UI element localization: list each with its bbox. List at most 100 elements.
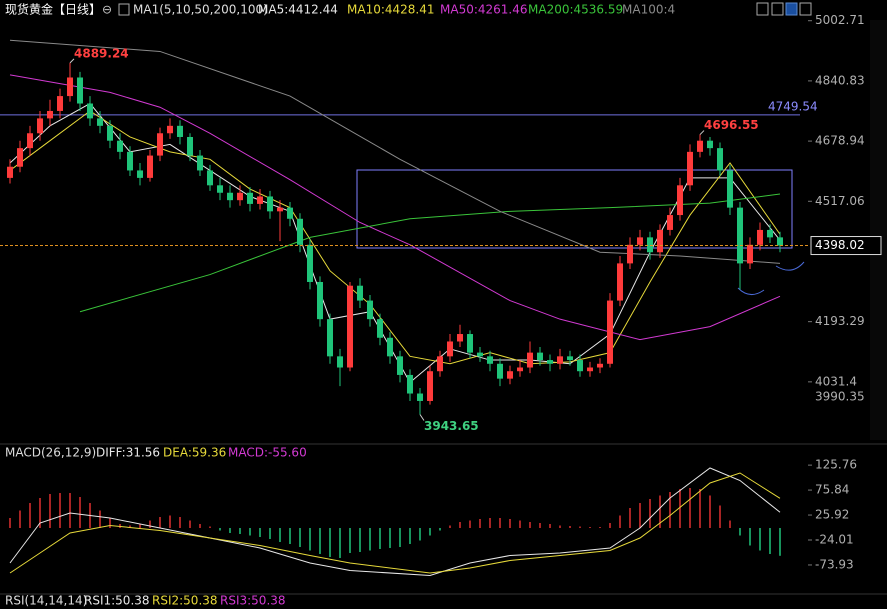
arc-marker (737, 287, 765, 295)
candle-body (667, 215, 673, 230)
y-tick-label: 25.92 (815, 508, 849, 522)
candle-body (377, 319, 383, 338)
rsi-value: RSI2:50.38 (152, 594, 218, 608)
candle-body (587, 367, 593, 372)
candle-body (187, 136, 193, 156)
toggle-icon[interactable]: ⊖ (102, 3, 112, 17)
extreme-label: 4696.55 (704, 118, 759, 132)
ma-value: MA50:4261.46 (440, 3, 528, 17)
candle-body (617, 263, 623, 301)
y-tick-label: 125.76 (815, 458, 857, 472)
indicator-line (9, 110, 781, 365)
candle-body (197, 155, 203, 171)
indicator-line (9, 39, 781, 264)
candle-body (547, 360, 553, 364)
candle-body (347, 285, 353, 368)
candle-body (477, 352, 483, 357)
candle-body (707, 140, 713, 149)
candle-body (287, 207, 293, 219)
y-tick-label: -73.93 (815, 557, 854, 571)
candle-body (157, 133, 163, 156)
candle-body (577, 360, 583, 372)
chart-title: 现货黄金【日线】 (5, 2, 101, 17)
candle-body (597, 363, 603, 368)
last-price-box (810, 236, 882, 256)
indicator-icon[interactable] (118, 3, 130, 16)
candle-body (177, 125, 183, 137)
candle-body (47, 110, 53, 119)
indicator-line (79, 193, 781, 313)
rsi-title: RSI(14,14,14) (5, 594, 87, 608)
candle-body (497, 363, 503, 379)
tool-button[interactable] (785, 2, 798, 16)
macd-title: MACD(26,12,9) (5, 446, 96, 460)
candle-body (567, 356, 573, 361)
extreme-marker (69, 58, 75, 64)
tool-button[interactable] (771, 2, 784, 16)
tool-button[interactable] (799, 2, 812, 16)
candle-body (757, 229, 763, 245)
candle-body (397, 356, 403, 375)
extreme-label: 4889.24 (74, 46, 129, 60)
candle-body (117, 140, 123, 152)
candle-body (147, 155, 153, 178)
candle-body (677, 185, 683, 216)
candle-body (207, 170, 213, 186)
candle-body (337, 356, 343, 368)
macd-value: DIFF:31.56 (96, 446, 160, 460)
candle-body (217, 185, 223, 193)
candle-body (97, 118, 103, 126)
candle-body (367, 300, 373, 320)
candle-body (307, 244, 313, 282)
extreme-label: 3943.65 (424, 419, 479, 433)
candle-body (267, 196, 273, 212)
candle-body (387, 337, 393, 357)
candle-body (537, 352, 543, 361)
candle-body (447, 341, 453, 357)
candle-body (317, 281, 323, 320)
macd-value: DEA:59.36 (163, 446, 226, 460)
candle-body (517, 367, 523, 372)
candle-body (697, 140, 703, 152)
arc-marker (775, 261, 805, 271)
candle-body (17, 148, 23, 167)
candle-body (87, 103, 93, 119)
indicator-line (9, 472, 781, 574)
candle-body (37, 118, 43, 134)
candle-body (487, 356, 493, 364)
candle-body (777, 237, 783, 246)
candle-body (627, 244, 633, 264)
tool-button[interactable] (756, 2, 769, 16)
side-strip (870, 20, 887, 440)
candle-body (167, 125, 173, 134)
candle-body (637, 237, 643, 245)
last-price-label: 4398.02 (815, 238, 865, 252)
candle-body (417, 393, 423, 401)
range-box (356, 169, 793, 249)
candle-body (607, 300, 613, 364)
candle-body (467, 334, 473, 353)
indicator-line (9, 467, 781, 577)
candle-body (127, 151, 133, 171)
ma-value: MA100:4 (622, 3, 675, 17)
candle-body (737, 207, 743, 264)
y-tick-label: 4031.4 (815, 374, 857, 388)
candle-body (407, 374, 413, 394)
candle-body (427, 371, 433, 401)
candle-body (137, 170, 143, 178)
y-tick-label: 75.84 (815, 483, 849, 497)
rsi-value: RSI1:50.38 (84, 594, 150, 608)
candle-body (507, 371, 513, 379)
candle-body (107, 125, 113, 141)
candle-body (557, 356, 563, 364)
candle-body (257, 196, 263, 204)
axis-low-label: 3990.35 (815, 390, 865, 404)
horizontal-line-label: 4749.54 (768, 99, 818, 113)
y-tick-label: -24.01 (815, 533, 854, 547)
candle-body (77, 77, 83, 104)
extreme-marker (419, 414, 425, 421)
candle-body (297, 218, 303, 245)
extreme-marker (699, 130, 705, 135)
candle-body (327, 319, 333, 357)
